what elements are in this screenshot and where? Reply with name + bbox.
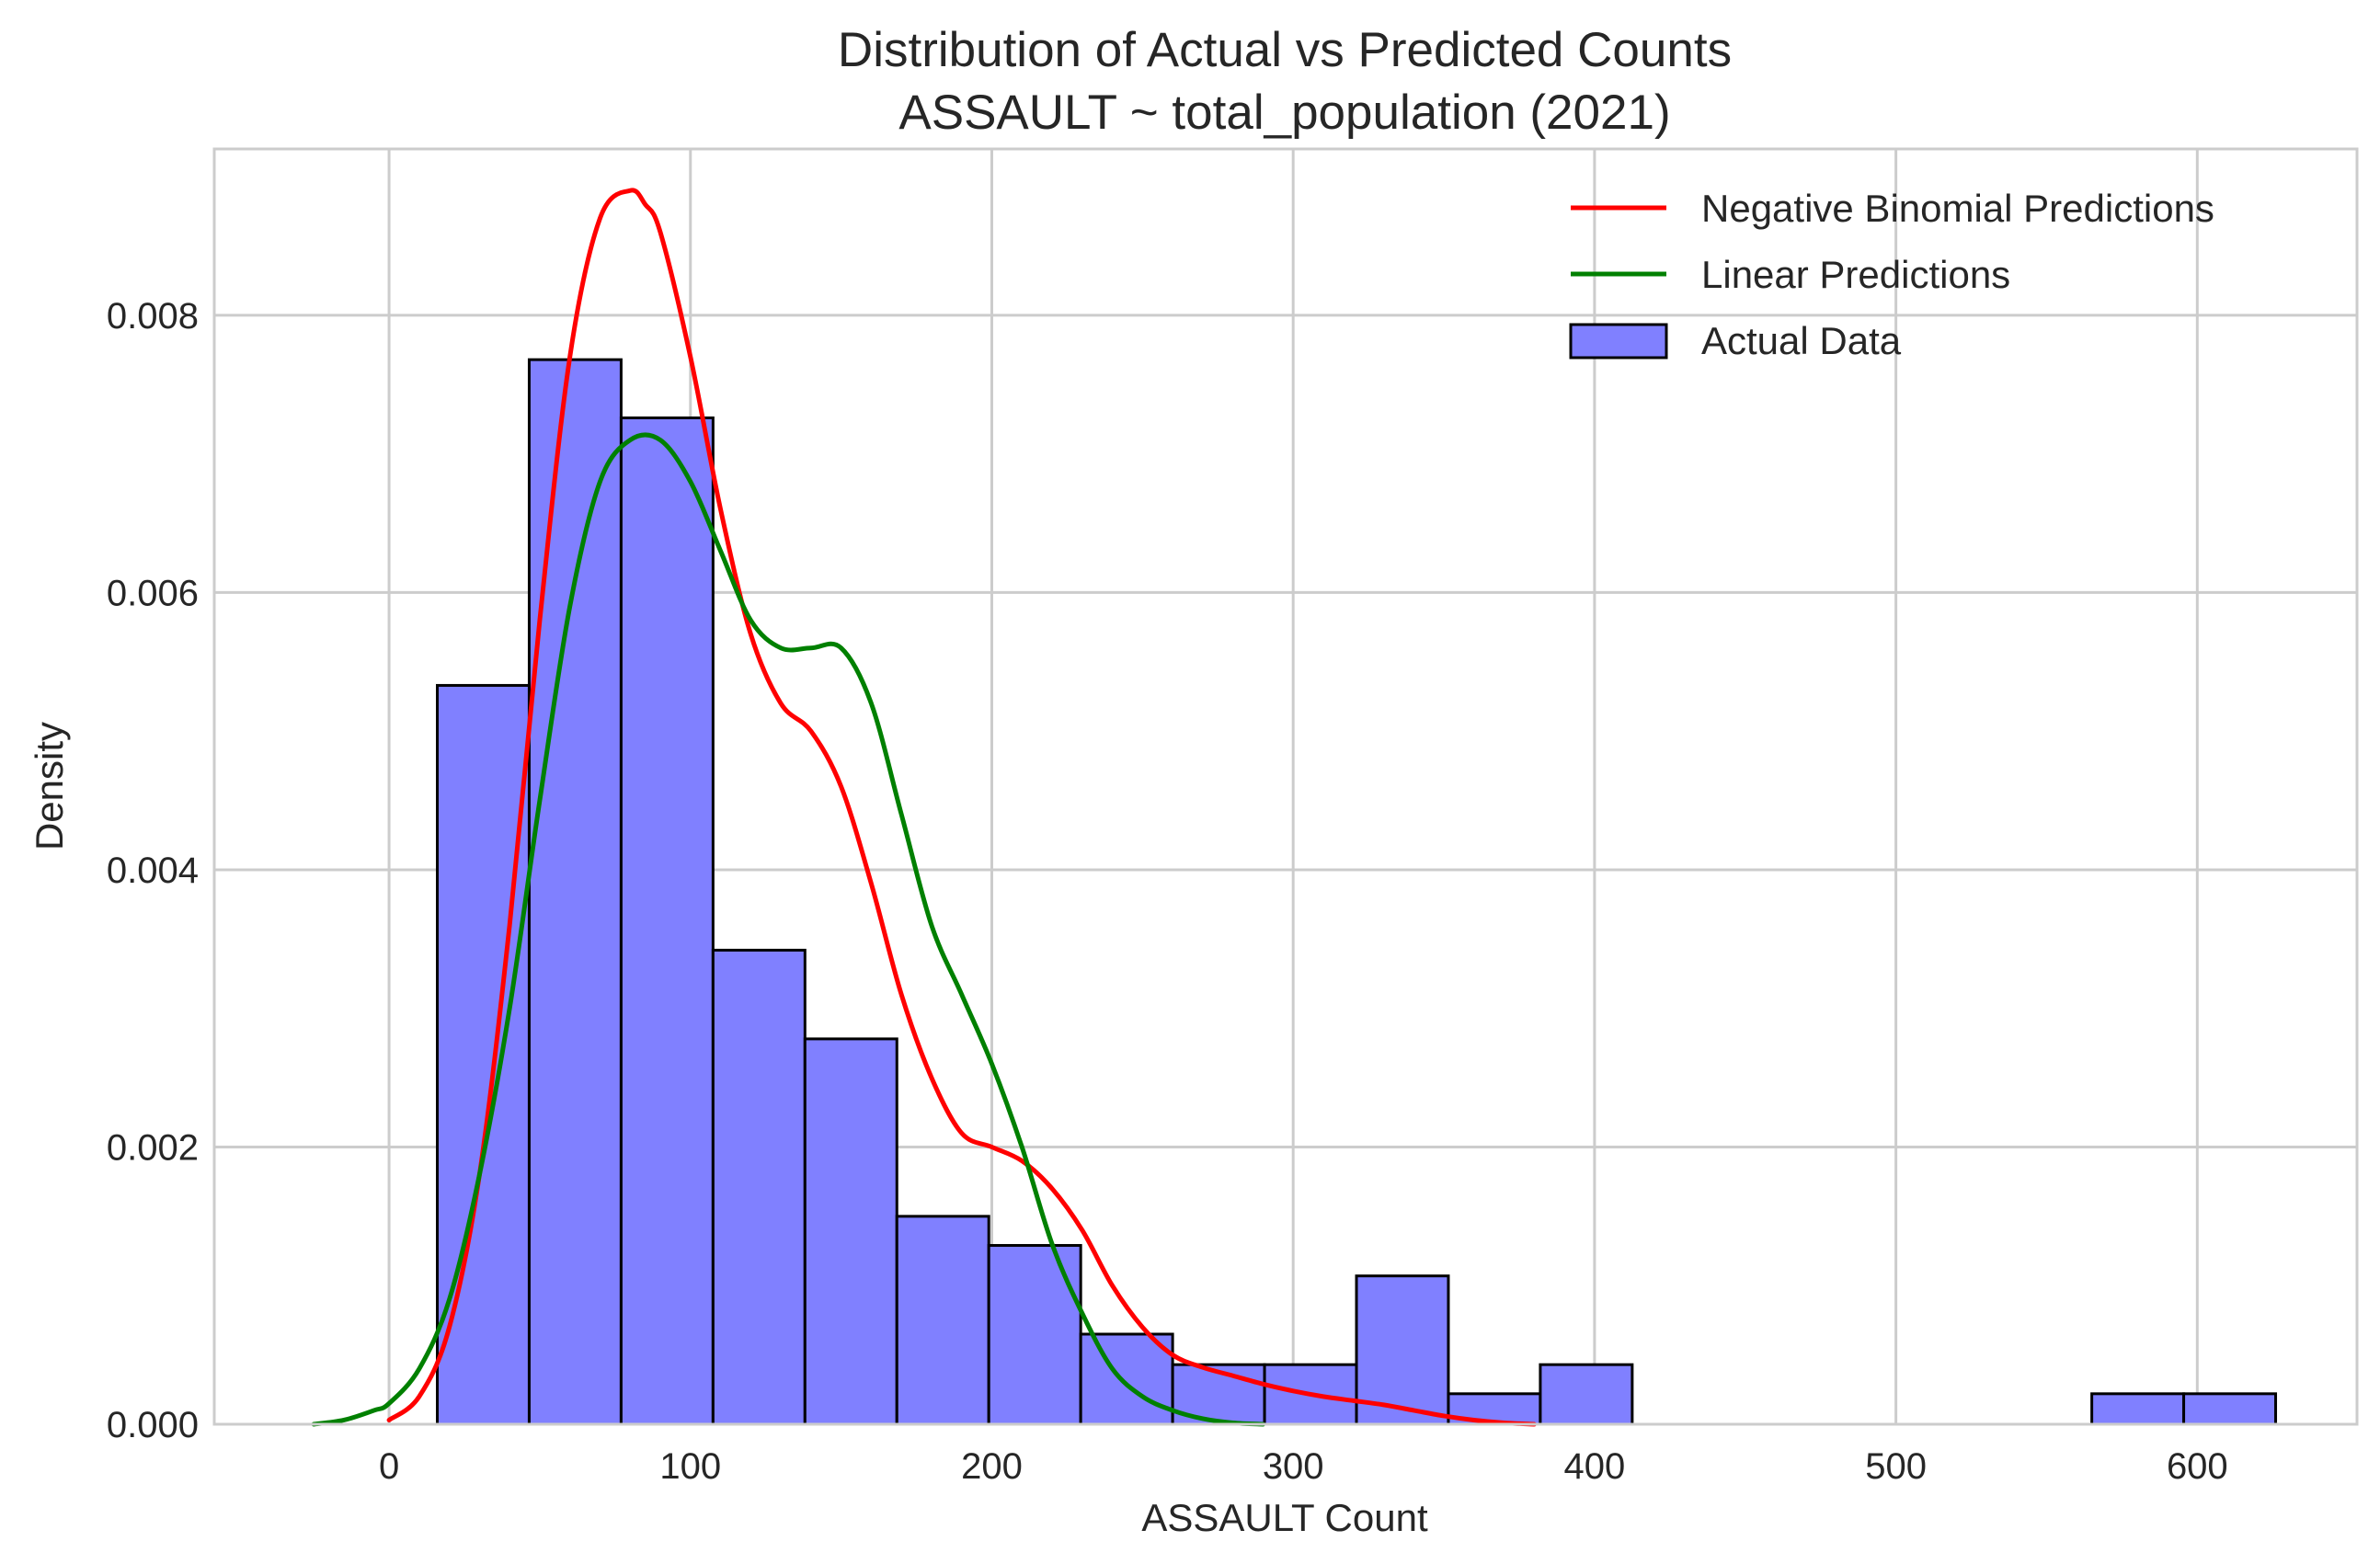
x-tick-label: 100: [659, 1446, 721, 1487]
histogram-bar: [1539, 1363, 1634, 1426]
histogram-bar: [895, 1215, 990, 1426]
legend-label-negative-binomial: Negative Binomial Predictions: [1701, 187, 2214, 230]
y-tick-label: 0.004: [107, 850, 199, 891]
histogram-bar: [619, 416, 715, 1426]
y-tick-label: 0.008: [107, 296, 199, 337]
x-tick-labels: 0 100 200 300 400 500 600: [379, 1446, 2228, 1487]
histogram-bar: [2182, 1392, 2278, 1426]
histogram-bar: [2090, 1392, 2186, 1426]
legend-label-linear: Linear Predictions: [1701, 253, 2010, 296]
y-tick-labels: 0.000 0.002 0.004 0.006 0.008: [107, 296, 199, 1445]
y-tick-label: 0.006: [107, 573, 199, 613]
y-tick-label: 0.000: [107, 1405, 199, 1445]
y-axis-label: Density: [28, 722, 71, 850]
negative-binomial-line: [386, 188, 1537, 1427]
histogram-bar: [803, 1037, 898, 1426]
x-tick-label: 500: [1865, 1446, 1927, 1487]
legend: Negative Binomial Predictions Linear Pre…: [1569, 187, 2214, 362]
x-axis-label: ASSAULT Count: [1141, 1496, 1428, 1539]
histogram-bar: [987, 1244, 1082, 1426]
histogram-bar: [527, 358, 623, 1426]
x-tick-label: 600: [2167, 1446, 2228, 1487]
histogram-bar: [1355, 1274, 1450, 1426]
histogram-bars: [436, 358, 2278, 1426]
histogram-bar: [1079, 1332, 1174, 1426]
x-tick-label: 200: [961, 1446, 1023, 1487]
plot-frame: [212, 147, 2359, 1426]
x-tick-label: 0: [379, 1446, 399, 1487]
linear-predictions-line: [311, 432, 1265, 1427]
prediction-lines: [311, 188, 1537, 1427]
legend-label-actual: Actual Data: [1701, 319, 1902, 362]
legend-swatch-actual: [1569, 323, 1668, 360]
chart-title-line-1: Distribution of Actual vs Predicted Coun…: [838, 23, 1732, 77]
chart-title-line-2: ASSAULT ~ total_population (2021): [898, 86, 1670, 140]
x-tick-label: 400: [1564, 1446, 1626, 1487]
y-tick-label: 0.002: [107, 1127, 199, 1168]
histogram-bar: [711, 948, 807, 1426]
x-tick-label: 300: [1263, 1446, 1324, 1487]
